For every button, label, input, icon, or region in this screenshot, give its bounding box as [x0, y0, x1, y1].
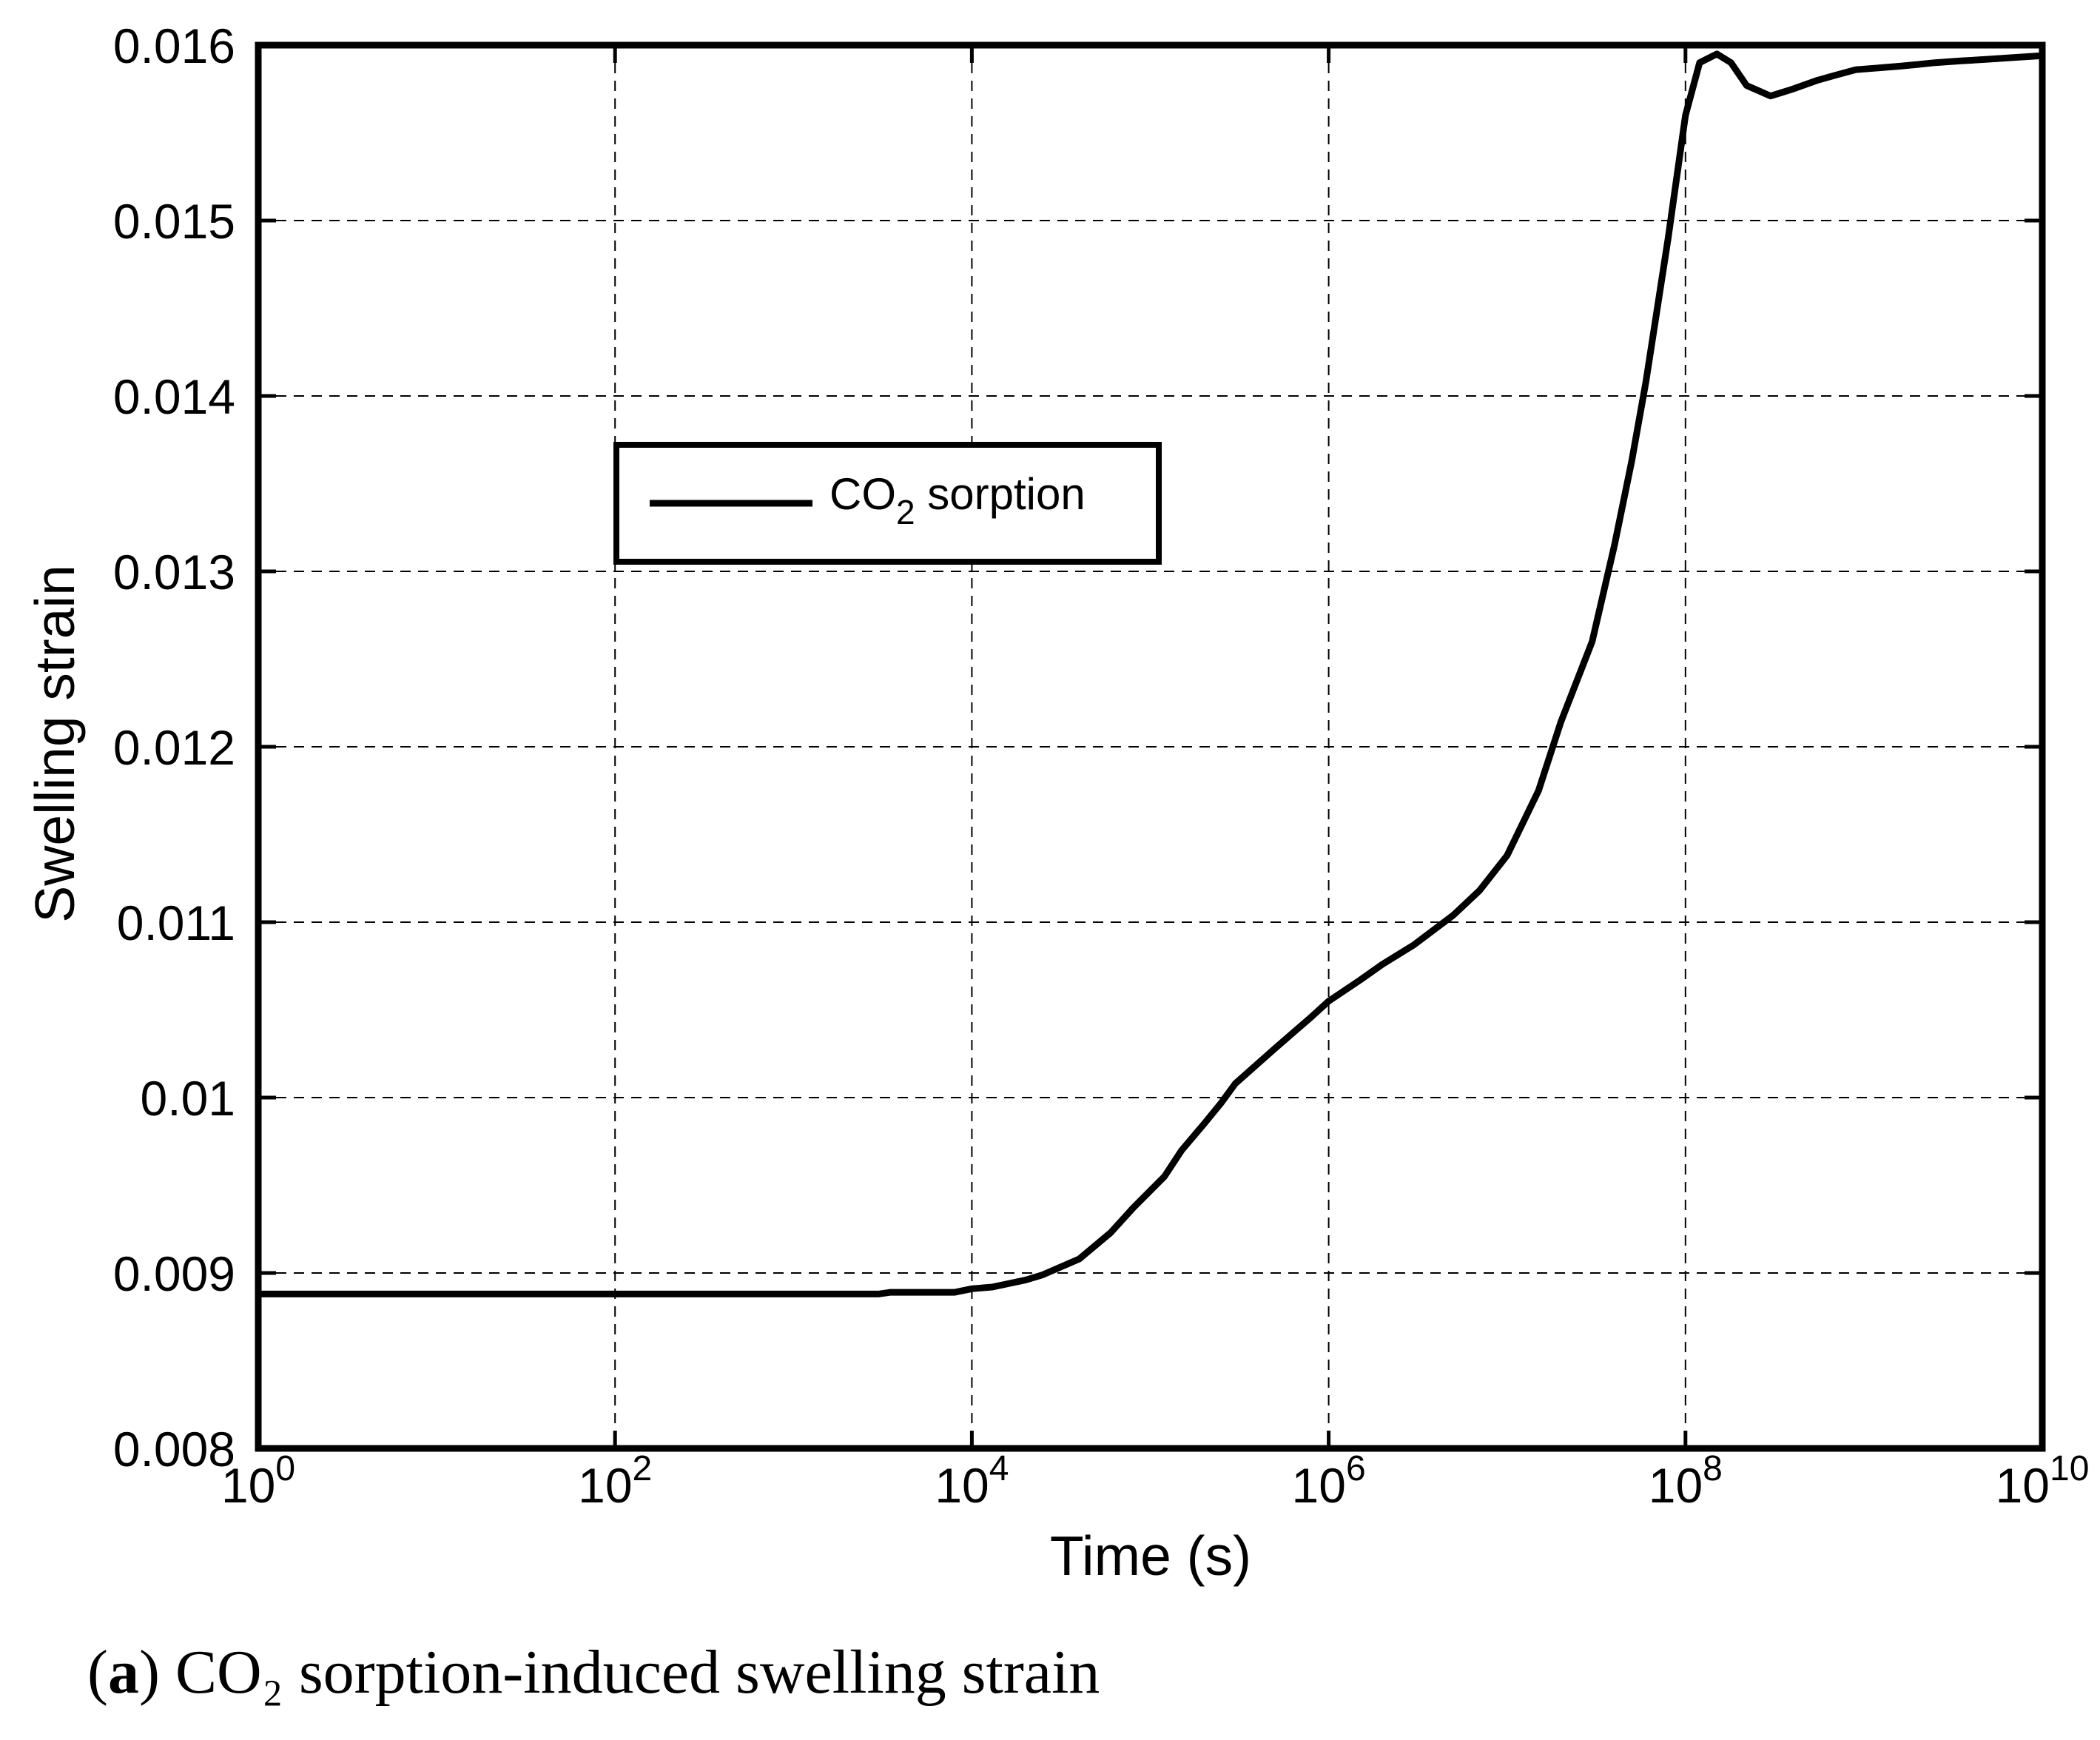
y-tick-label: 0.013: [113, 545, 235, 599]
y-tick-labels: 0.008 0.009 0.01 0.011 0.012 0.013 0.014 0.015 0…: [113, 19, 235, 1477]
y-tick-label: 0.011: [117, 896, 235, 950]
x-tick-label: 100: [221, 1449, 295, 1513]
x-tick-label: 102: [578, 1449, 652, 1513]
y-tick-label: 0.008: [113, 1422, 235, 1477]
x-tick-labels: 100 102 104 106 108 1010: [221, 1449, 2089, 1513]
y-tick-label: 0.012: [113, 720, 235, 775]
y-tick-label: 0.01: [141, 1071, 235, 1126]
series-line-co2-sorption: [255, 50, 2046, 1297]
x-tick-label: 1010: [1996, 1449, 2090, 1513]
y-tick-label: 0.014: [113, 369, 235, 424]
series-layer: [255, 50, 2046, 1297]
x-axis-label: Time (s): [1050, 1525, 1251, 1587]
y-axis-label: Swelling strain: [24, 565, 86, 923]
x-tick-label: 104: [935, 1449, 1009, 1513]
x-tick-label: 108: [1649, 1449, 1723, 1513]
caption-text: CO₂ sorption-induced swelling strain: [159, 1638, 1100, 1707]
figure-caption: (a) CO₂ sorption-induced swelling strain: [87, 1638, 1100, 1707]
plot-frame: [255, 41, 2046, 1452]
legend: CO2 sorption: [613, 442, 1162, 565]
x-tick-label: 106: [1292, 1449, 1366, 1513]
y-tick-label: 0.015: [113, 194, 235, 249]
legend-label: CO2 sorption: [829, 469, 1086, 531]
caption-panel-letter: a: [107, 1638, 139, 1707]
grid-lines: [258, 45, 2042, 1448]
y-tick-label: 0.009: [113, 1246, 235, 1301]
y-tick-label: 0.016: [113, 19, 235, 73]
